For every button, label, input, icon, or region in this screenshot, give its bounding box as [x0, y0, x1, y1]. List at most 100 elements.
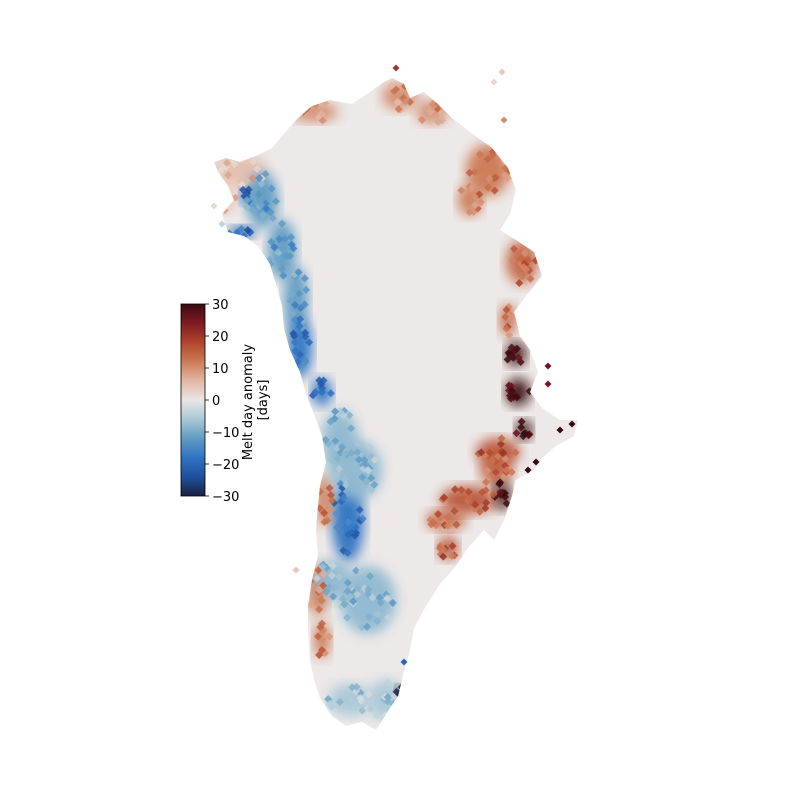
anomaly-pixel — [513, 393, 522, 402]
anomaly-pixel — [402, 686, 411, 695]
anomaly-pixel — [452, 520, 461, 529]
colorbar-tick-label: −30 — [212, 490, 239, 505]
anomaly-pixel — [326, 417, 335, 426]
anomaly-pixel — [295, 289, 304, 298]
anomaly-pixel — [288, 289, 297, 298]
anomaly-pixel — [295, 322, 304, 331]
anomaly-pixel — [448, 542, 457, 551]
anomaly-pixel — [278, 219, 287, 228]
anomaly-pixel — [396, 700, 405, 709]
anomaly-pixel — [478, 488, 487, 497]
colorbar-tick-label: 0 — [212, 394, 220, 409]
anomaly-pixel — [320, 518, 329, 527]
anomaly-pixel — [356, 694, 365, 703]
anomaly-region — [216, 188, 236, 212]
anomaly-pixel — [464, 487, 473, 496]
anomaly-pixel — [349, 597, 358, 606]
anomaly-pixel — [508, 256, 517, 265]
colorbar-tick-label: 10 — [212, 362, 229, 377]
anomaly-pixel — [448, 551, 457, 560]
anomaly-pixel — [345, 411, 354, 420]
anomaly-pixel — [509, 244, 518, 253]
anomaly-pixel — [317, 109, 326, 118]
anomaly-pixel — [327, 571, 336, 580]
anomaly-pixel — [526, 274, 535, 283]
anomaly-pixel — [491, 468, 500, 477]
anomaly-pixel — [286, 296, 295, 305]
anomaly-pixel — [336, 528, 345, 537]
colorbar-gradient — [180, 303, 206, 497]
anomaly-pixel — [280, 234, 289, 243]
anomaly-pixel — [500, 116, 508, 124]
anomaly-pixel — [502, 324, 511, 333]
anomaly-pixel — [502, 499, 511, 508]
anomaly-pixel — [476, 198, 485, 207]
anomaly-pixel — [476, 166, 485, 175]
anomaly-pixel — [370, 455, 379, 464]
anomaly-pixel — [320, 508, 329, 517]
anomaly-pixel — [467, 183, 476, 192]
anomaly-pixel — [383, 697, 392, 706]
anomaly-pixel — [335, 464, 344, 473]
anomaly-pixel — [475, 507, 484, 516]
anomaly-pixel — [490, 78, 498, 86]
anomaly-pixel — [274, 249, 283, 258]
anomaly-pixel — [343, 548, 352, 557]
anomaly-pixel — [501, 313, 510, 322]
anomaly-pixel — [393, 98, 402, 107]
anomaly-pixel — [489, 490, 498, 499]
anomaly-pixel — [279, 271, 288, 280]
anomaly-pixel — [358, 514, 367, 523]
anomaly-pixel — [287, 233, 296, 242]
anomaly-pixel — [358, 473, 367, 482]
anomaly-pixel — [355, 505, 364, 514]
anomaly-pixel — [330, 583, 339, 592]
anomaly-pixel — [477, 448, 486, 457]
anomaly-pixel — [544, 362, 552, 370]
anomaly-pixel — [507, 343, 516, 352]
anomaly-pixel — [514, 353, 523, 362]
anomaly-pixel — [267, 237, 276, 246]
anomaly-pixel — [215, 196, 224, 205]
anomaly-pixel — [326, 491, 335, 500]
colorbar: 30 20 10 0 −10 −20 −30 Melt day anomaly [days] — [180, 298, 271, 505]
anomaly-pixel — [444, 512, 453, 521]
anomaly-pixel — [215, 198, 224, 207]
greenland-map — [210, 64, 578, 730]
anomaly-pixel — [418, 116, 427, 125]
anomaly-pixel — [384, 613, 393, 622]
anomaly-pixel — [373, 610, 382, 619]
colorbar-label-line1: Melt day anomaly — [241, 344, 256, 461]
anomaly-pixel — [319, 570, 328, 579]
anomaly-pixel — [496, 488, 505, 497]
anomaly-pixel — [490, 186, 499, 195]
anomaly-pixel — [520, 249, 529, 258]
anomaly-pixel — [471, 201, 480, 210]
anomaly-pixel — [362, 477, 371, 486]
anomaly-pixel — [568, 420, 576, 428]
anomaly-pixel — [331, 407, 340, 416]
anomaly-pixel — [243, 226, 252, 235]
anomaly-pixel — [325, 632, 334, 641]
anomaly-pixel — [343, 587, 352, 596]
anomaly-region — [382, 82, 418, 110]
anomaly-pixel — [515, 278, 524, 287]
anomaly-pixel — [504, 348, 513, 357]
anomaly-pixel — [327, 496, 336, 505]
anomaly-pixel — [266, 208, 275, 217]
colorbar-tick-label: 30 — [212, 298, 229, 313]
anomaly-pixel — [254, 190, 263, 199]
anomaly-pixel — [325, 483, 334, 492]
anomaly-pixel — [483, 466, 492, 475]
anomaly-pixel — [317, 388, 326, 397]
anomaly-pixel — [517, 423, 526, 432]
anomaly-pixel — [270, 243, 279, 252]
anomaly-pixel — [465, 493, 474, 502]
anomaly-pixel — [376, 598, 385, 607]
anomaly-pixel — [347, 696, 356, 705]
anomaly-pixel — [296, 350, 305, 359]
anomaly-pixel — [347, 448, 356, 457]
anomaly-pixel — [439, 545, 448, 554]
anomaly-pixel — [335, 697, 344, 706]
anomaly-pixel — [317, 596, 326, 605]
